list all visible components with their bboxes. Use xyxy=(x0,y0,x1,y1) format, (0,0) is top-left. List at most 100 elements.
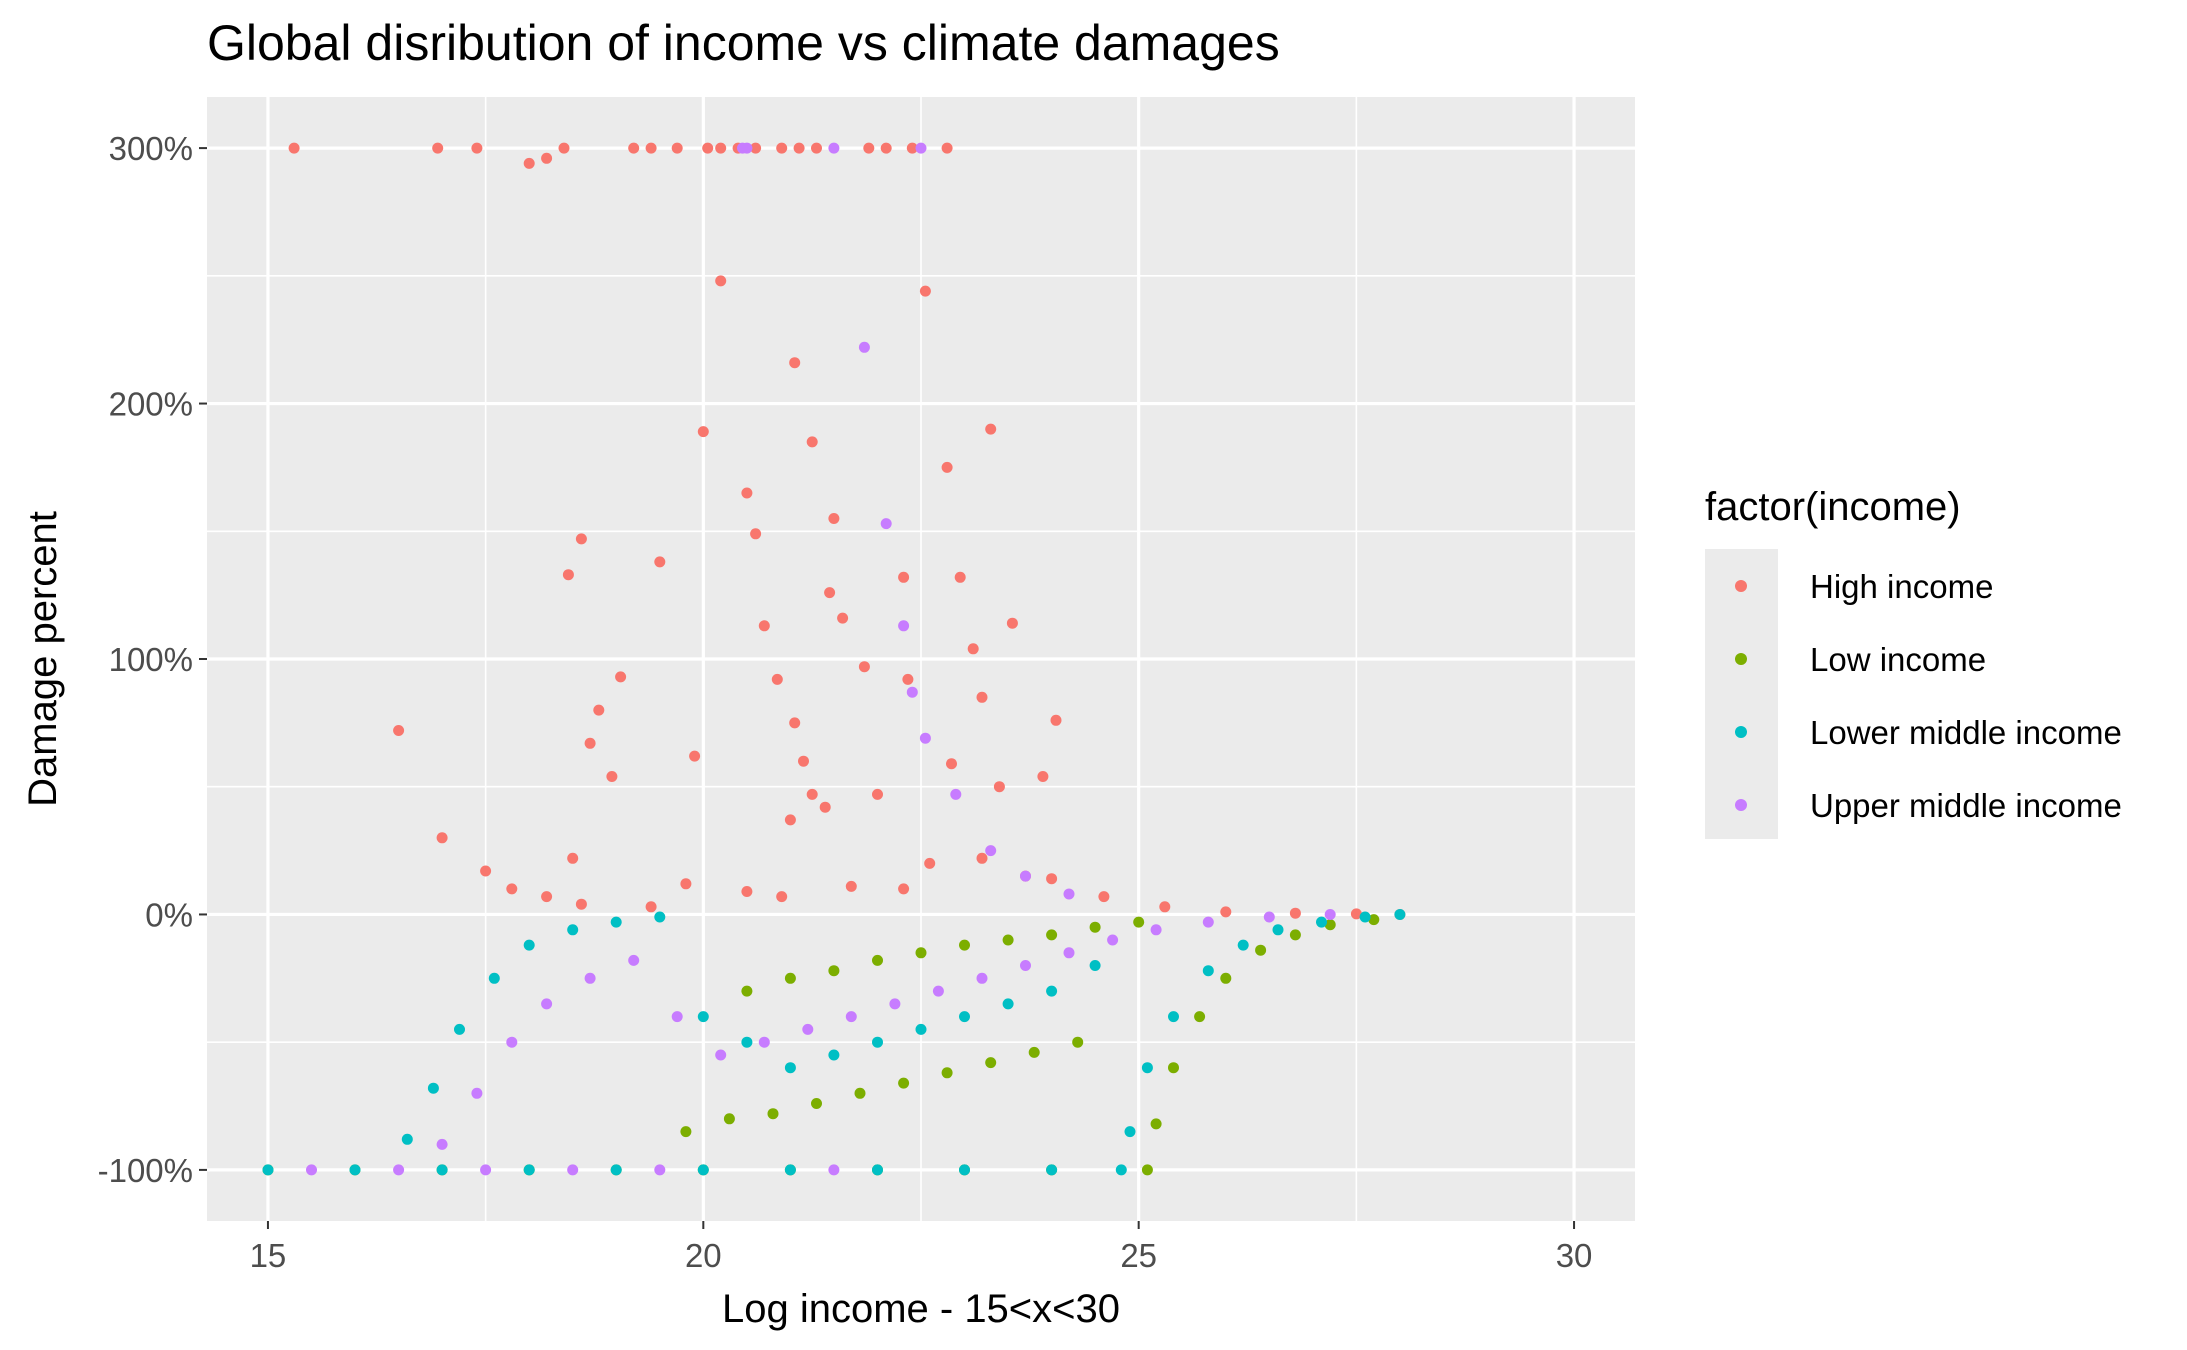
data-point xyxy=(1006,617,1018,629)
data-point xyxy=(523,157,535,169)
data-point xyxy=(393,725,405,736)
data-point xyxy=(1133,916,1145,928)
data-point xyxy=(793,142,805,154)
grid-major xyxy=(207,97,1635,1221)
data-point xyxy=(575,898,587,910)
data-point xyxy=(1046,873,1058,885)
data-point xyxy=(541,152,553,164)
data-point xyxy=(1289,907,1301,919)
data-point xyxy=(811,1098,822,1109)
data-point xyxy=(523,1164,535,1176)
data-point xyxy=(915,142,927,154)
data-point xyxy=(845,880,857,892)
data-point xyxy=(1194,1011,1206,1023)
data-point xyxy=(671,1011,683,1023)
data-point xyxy=(906,142,918,154)
data-point xyxy=(789,357,801,369)
data-point xyxy=(471,142,483,154)
data-point xyxy=(288,142,300,154)
data-point xyxy=(1141,1164,1153,1176)
data-point xyxy=(872,788,883,800)
legend: factor(income) High income Low income Lowe… xyxy=(1705,485,2122,839)
data-point xyxy=(737,142,748,154)
data-point xyxy=(1263,911,1275,923)
data-point xyxy=(898,620,910,632)
legend-key xyxy=(1735,799,1747,811)
legend-items: High income Low income Lower middle income… xyxy=(1735,568,2122,824)
data-point xyxy=(1037,771,1049,782)
data-point xyxy=(654,1164,666,1176)
data-point xyxy=(1046,1164,1058,1176)
data-point xyxy=(985,1057,997,1069)
data-point xyxy=(1220,972,1232,984)
data-point xyxy=(898,1077,910,1089)
data-point xyxy=(824,587,836,599)
data-point xyxy=(776,142,788,154)
data-point xyxy=(858,341,870,353)
data-point xyxy=(828,1049,840,1061)
data-point xyxy=(1028,1046,1040,1058)
chart-title: Global disribution of income vs climate … xyxy=(207,15,1280,71)
data-point xyxy=(1063,888,1075,900)
legend-label: High income xyxy=(1810,568,1993,605)
data-point xyxy=(798,755,809,767)
data-point xyxy=(898,883,910,895)
data-point xyxy=(697,426,709,438)
data-point xyxy=(697,1011,709,1023)
data-point xyxy=(480,865,492,877)
data-point xyxy=(919,732,931,744)
data-point xyxy=(806,436,818,448)
x-tick-label: 25 xyxy=(1120,1237,1157,1274)
x-tick-label: 15 xyxy=(250,1237,287,1274)
data-point xyxy=(454,1023,465,1035)
data-point xyxy=(1124,1126,1136,1138)
data-point xyxy=(645,142,657,154)
data-point xyxy=(985,423,997,435)
data-point xyxy=(575,533,587,545)
x-tick-label: 30 xyxy=(1556,1237,1593,1274)
data-point xyxy=(1324,909,1336,920)
data-point xyxy=(1115,1164,1127,1176)
data-point xyxy=(789,717,801,729)
data-point xyxy=(967,643,979,655)
data-point xyxy=(776,891,788,903)
data-point xyxy=(541,891,553,903)
data-point xyxy=(950,788,962,800)
data-point xyxy=(1168,1062,1179,1074)
data-point xyxy=(558,142,570,154)
data-point xyxy=(1394,909,1406,920)
data-point xyxy=(959,939,970,951)
data-point xyxy=(1072,1036,1084,1048)
data-point xyxy=(880,142,892,154)
data-point xyxy=(1002,998,1014,1010)
data-point xyxy=(1089,921,1101,933)
legend-label: Upper middle income xyxy=(1810,787,2122,824)
legend-key xyxy=(1735,726,1747,738)
data-point xyxy=(349,1164,361,1176)
data-point xyxy=(645,901,657,913)
y-axis-title: Damage percent xyxy=(21,511,65,807)
data-point xyxy=(1050,714,1062,726)
data-point xyxy=(436,1164,448,1176)
data-point xyxy=(863,142,875,154)
data-point xyxy=(306,1164,317,1176)
data-point xyxy=(919,285,931,297)
data-point xyxy=(593,704,605,716)
data-point xyxy=(1046,929,1058,941)
data-point xyxy=(915,947,927,959)
y-tick-label: 100% xyxy=(109,641,193,678)
data-point xyxy=(946,758,957,770)
data-point xyxy=(750,528,762,540)
data-point xyxy=(615,671,627,683)
data-point xyxy=(610,916,622,928)
data-point xyxy=(436,1138,448,1150)
data-point xyxy=(1141,1062,1153,1074)
data-point xyxy=(1002,934,1014,946)
data-point xyxy=(828,965,840,977)
data-point xyxy=(741,1036,753,1048)
data-point xyxy=(1350,908,1362,920)
data-point xyxy=(828,142,840,154)
data-point xyxy=(976,691,988,703)
data-point xyxy=(741,886,753,897)
